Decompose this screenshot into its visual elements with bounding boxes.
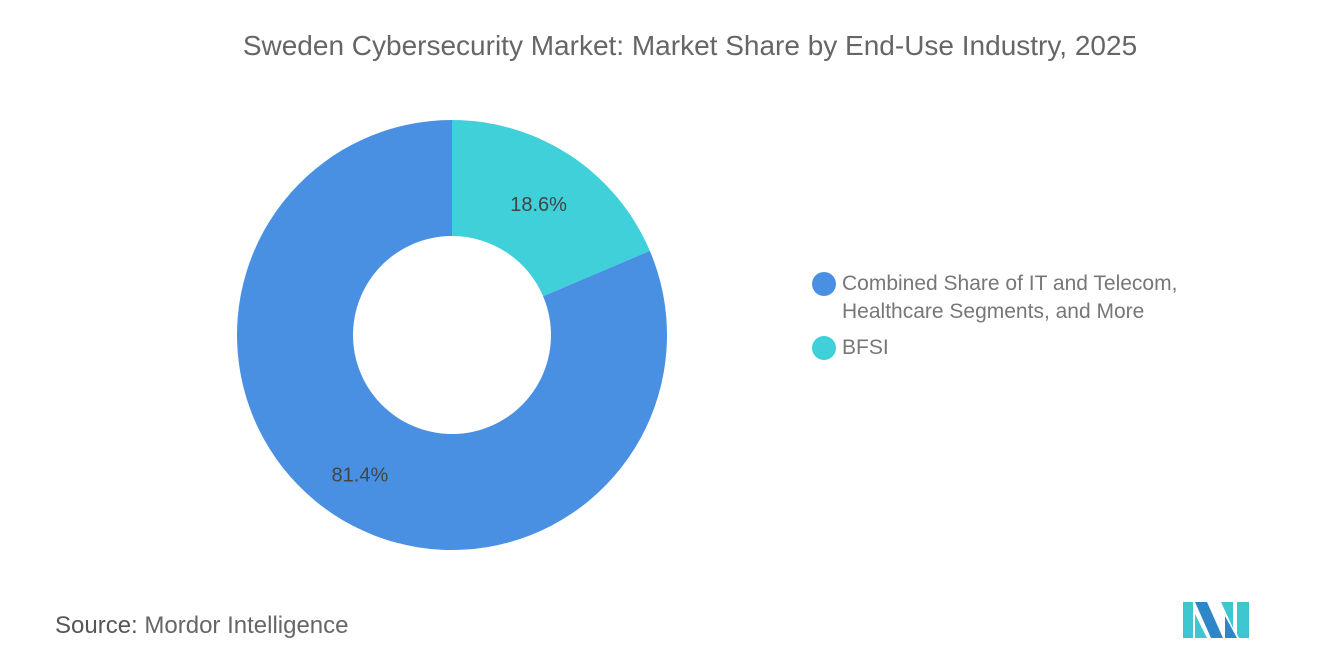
donut-slice-1 (237, 120, 667, 550)
mordor-intelligence-logo (1183, 602, 1249, 638)
legend-swatch (812, 336, 836, 360)
donut-slice-0 (452, 120, 650, 297)
chart-title: Sweden Cybersecurity Market: Market Shar… (242, 30, 1138, 61)
data-label-1: 81.4% (332, 464, 389, 486)
legend-label: BFSI (842, 336, 889, 359)
legend-label: Combined Share of IT and Telecom, Health… (842, 272, 1178, 323)
source-label: Source: (55, 612, 138, 639)
legend-item-bfsi: BFSI (812, 334, 1212, 362)
source-value: Mordor Intelligence (144, 612, 349, 639)
data-label-0: 18.6% (510, 194, 567, 216)
source-note: Source: Mordor Intelligence (55, 612, 349, 640)
legend-swatch (812, 272, 836, 296)
legend-item-combined: Combined Share of IT and Telecom, Health… (812, 270, 1212, 326)
legend: Combined Share of IT and Telecom, Health… (812, 270, 1212, 362)
